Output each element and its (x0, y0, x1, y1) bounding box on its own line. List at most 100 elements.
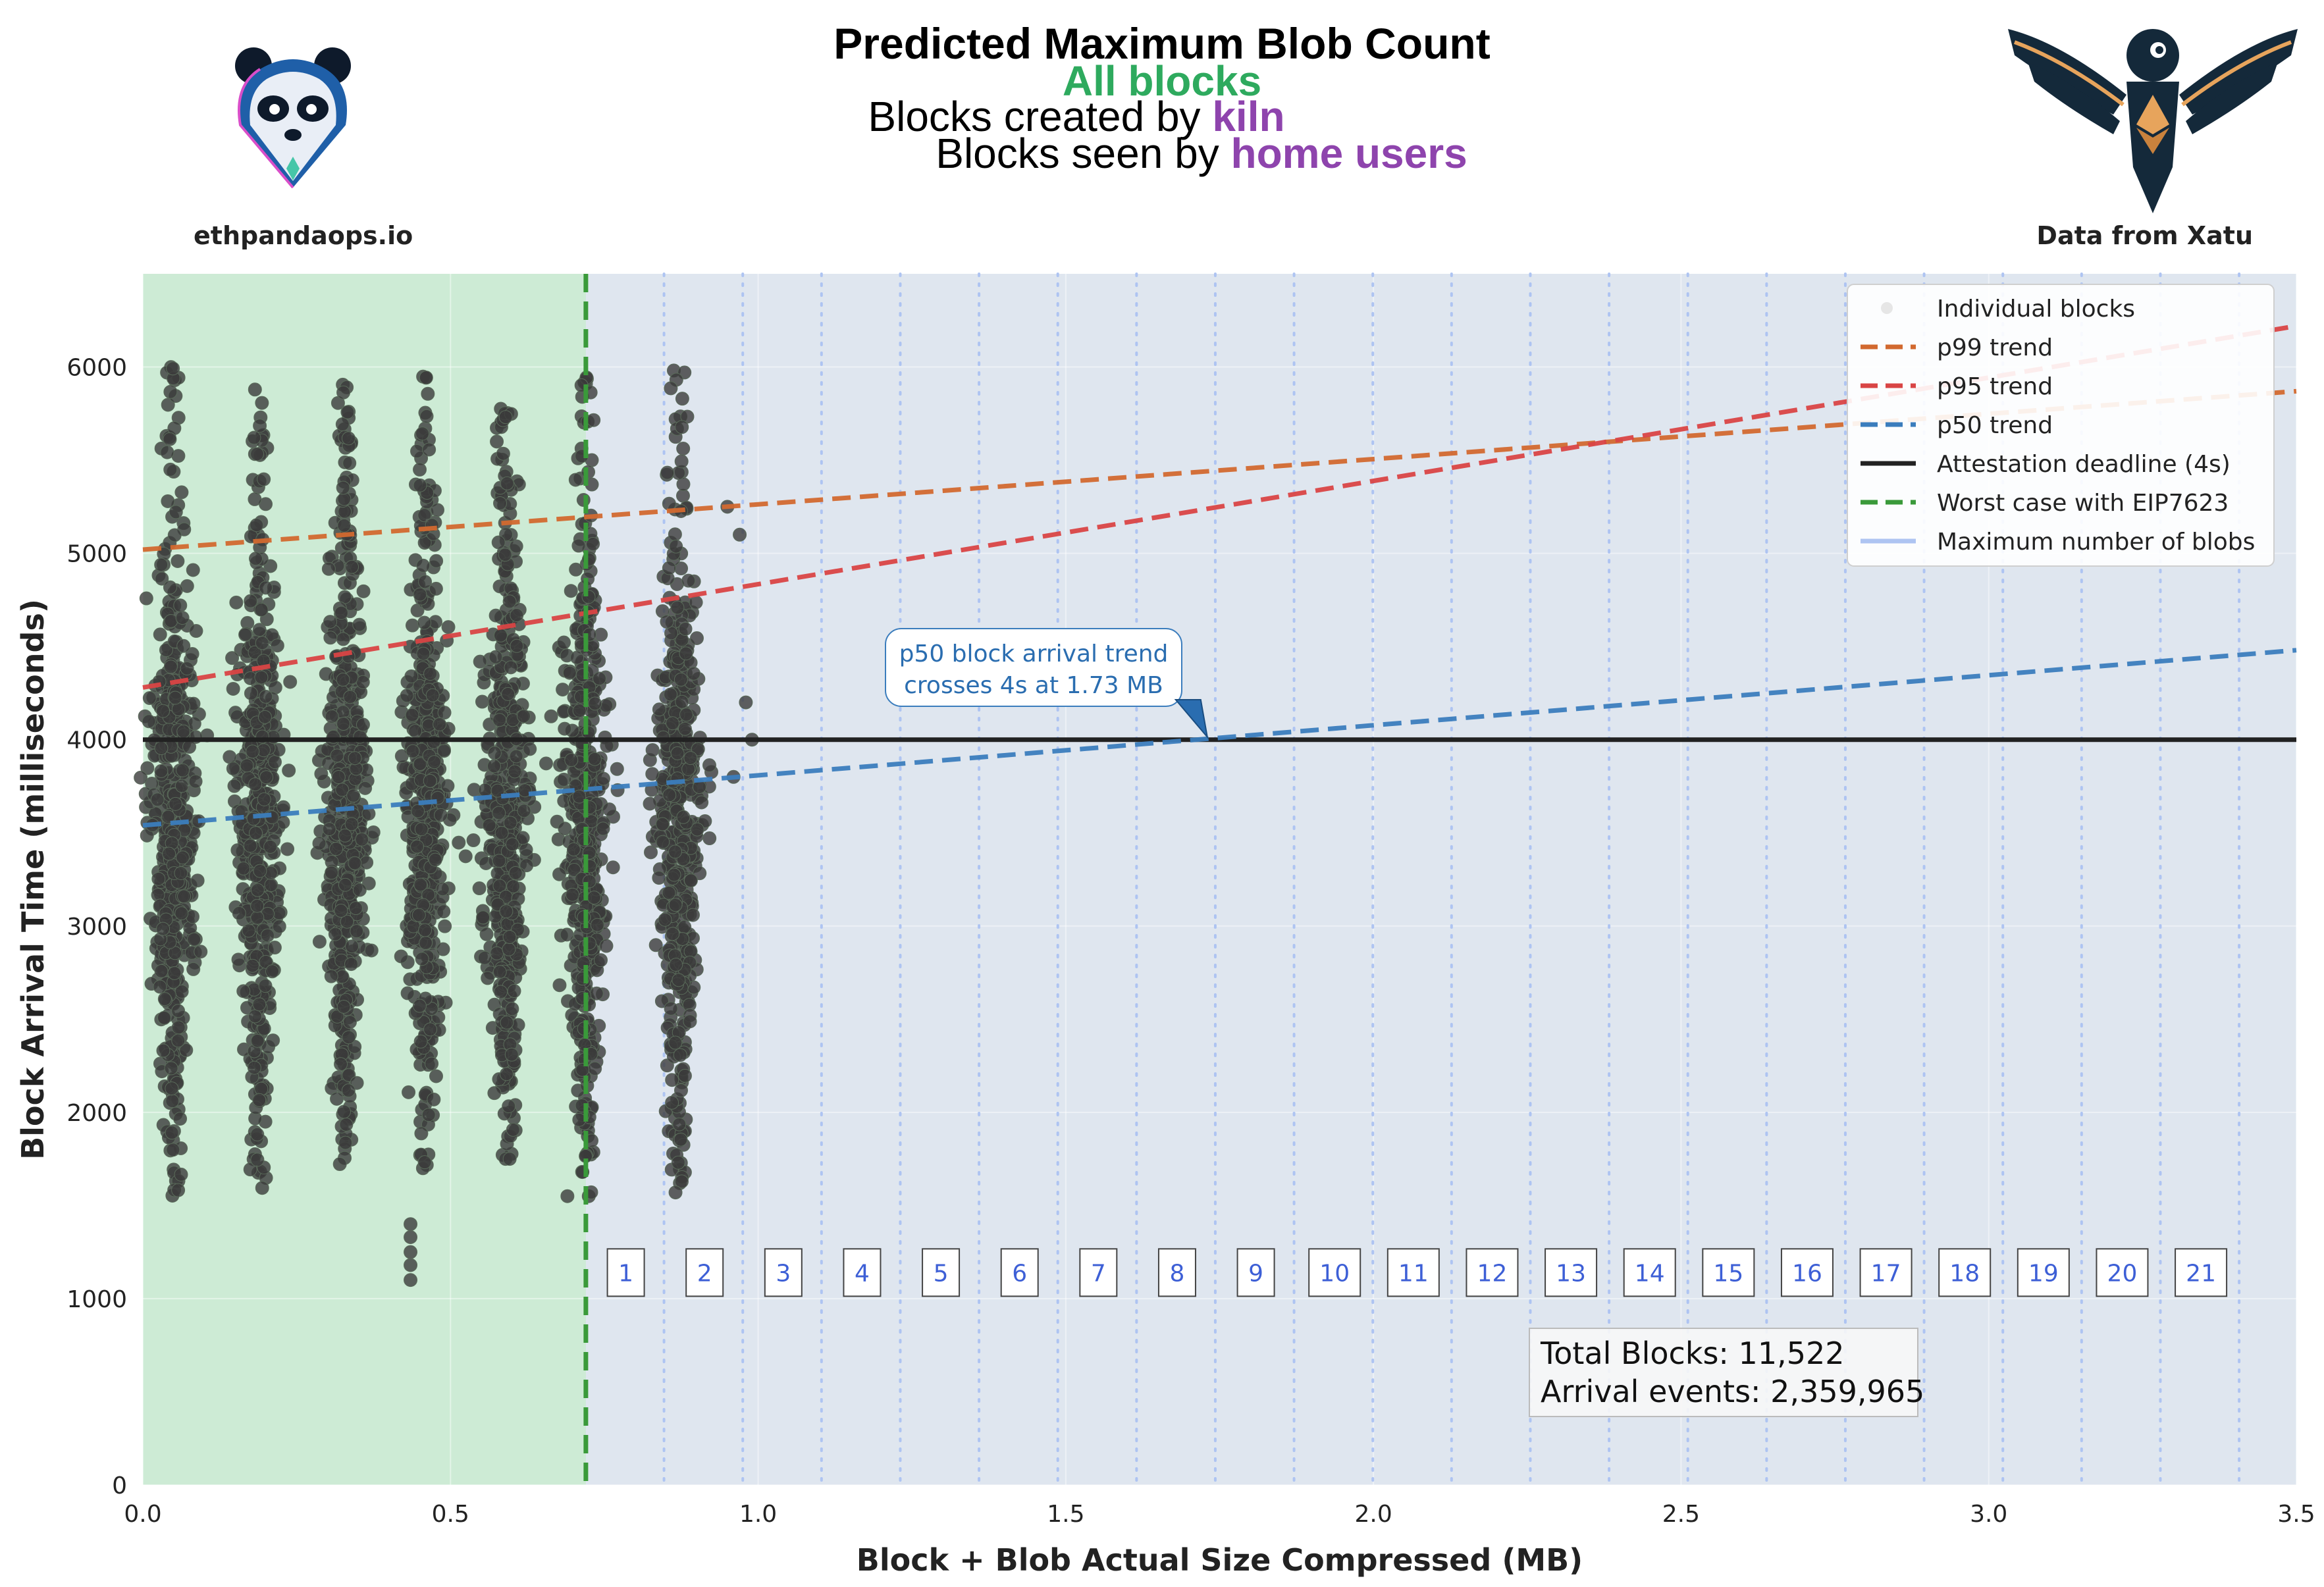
blob-count-label: 3 (776, 1260, 791, 1287)
scatter-point (664, 687, 678, 702)
blob-count-label-box (1000, 1248, 1039, 1297)
scatter-point (428, 852, 442, 867)
scatter-point (421, 386, 435, 401)
scatter-point (253, 419, 267, 433)
panda-logo-icon (235, 47, 351, 189)
scatter-point (154, 964, 169, 978)
scatter-point (341, 431, 356, 446)
blob-count-label-box (1545, 1248, 1598, 1297)
blob-count-label: 19 (2028, 1260, 2059, 1287)
y-tick-label: 4000 (66, 727, 127, 754)
scatter-point (493, 628, 508, 642)
scatter-point (434, 808, 448, 822)
scatter-point (478, 783, 492, 797)
scatter-point (404, 1258, 418, 1272)
scatter-point (666, 716, 680, 731)
scatter-point (142, 714, 156, 729)
scatter-point (652, 871, 666, 885)
scatter-point (668, 1185, 683, 1200)
scatter-point (248, 1009, 263, 1024)
scatter-point (154, 558, 169, 572)
scatter-point (248, 492, 262, 506)
scatter-point (594, 953, 608, 968)
scatter-point (338, 877, 352, 892)
scatter-point (567, 863, 581, 877)
scatter-point (505, 1002, 519, 1016)
scatter-point (414, 1126, 429, 1141)
scatter-point (166, 361, 180, 376)
scatter-point (150, 793, 165, 807)
scatter-point (312, 935, 327, 949)
scatter-point (560, 927, 574, 942)
scatter-point (227, 779, 242, 793)
scatter-point (341, 1083, 356, 1098)
scatter-point (675, 694, 689, 709)
scatter-point (236, 984, 251, 999)
scatter-point (355, 832, 369, 846)
scatter-point (429, 554, 444, 568)
y-tick-label: 3000 (66, 914, 127, 941)
scatter-point (655, 817, 670, 831)
blob-count-label-box (1157, 1248, 1196, 1297)
scatter-point (334, 606, 349, 620)
scatter-point (171, 1033, 186, 1048)
scatter-point (342, 456, 357, 471)
scatter-point (404, 1217, 418, 1232)
y-tick-label: 5000 (66, 541, 127, 568)
scatter-point (247, 430, 261, 445)
scatter-point (674, 454, 689, 469)
x-tick-label: 0.5 (432, 1501, 469, 1528)
stats-total-blocks: Total Blocks: 11,522 (1540, 1336, 1845, 1371)
scatter-point (400, 986, 415, 1001)
scatter-point (336, 481, 350, 495)
blob-count-label-box (922, 1248, 961, 1297)
scatter-point (502, 594, 517, 609)
scatter-point (690, 822, 704, 837)
annotation-arrow (1174, 699, 1209, 740)
scatter-point (334, 1057, 348, 1072)
scatter-point (248, 826, 263, 841)
scatter-point (165, 1081, 179, 1096)
scatter-point (502, 942, 516, 956)
scatter-point (658, 912, 672, 927)
scatter-point (406, 744, 420, 758)
scatter-point (187, 716, 201, 731)
scatter-point (226, 681, 240, 696)
scatter-point (177, 889, 192, 904)
scatter-point (410, 444, 425, 459)
scatter-point (312, 836, 327, 850)
scatter-point (670, 746, 685, 760)
scatter-point (324, 969, 338, 983)
scatter-point (169, 505, 183, 519)
scatter-point (180, 661, 194, 675)
scatter-point (441, 620, 456, 635)
scatter-point (494, 985, 508, 999)
scatter-point (413, 757, 427, 771)
scatter-point (267, 755, 282, 769)
scatter-point (599, 939, 614, 953)
scatter-point (552, 978, 567, 993)
scatter-point (489, 608, 503, 623)
scatter-point (248, 777, 263, 792)
scatter-point (404, 1230, 418, 1245)
scatter-point (194, 945, 208, 959)
scatter-point (675, 392, 689, 406)
scatter-point (564, 753, 579, 767)
kiln-highlight: kiln (1212, 93, 1285, 140)
scatter-point (588, 696, 602, 711)
scatter-point (662, 561, 676, 575)
scatter-point (257, 710, 272, 724)
scatter-point (188, 774, 203, 789)
scatter-point (436, 942, 450, 956)
scatter-point (419, 371, 433, 385)
scatter-point (186, 962, 201, 976)
scatter-point (252, 1093, 267, 1107)
scatter-point (348, 751, 362, 766)
scatter-point (252, 623, 267, 637)
scatter-point (413, 877, 428, 892)
scatter-point (164, 1061, 178, 1076)
blob-count-label: 7 (1091, 1260, 1106, 1287)
scatter-point (325, 709, 339, 723)
scatter-point (259, 770, 274, 785)
scatter-point (255, 1181, 269, 1195)
